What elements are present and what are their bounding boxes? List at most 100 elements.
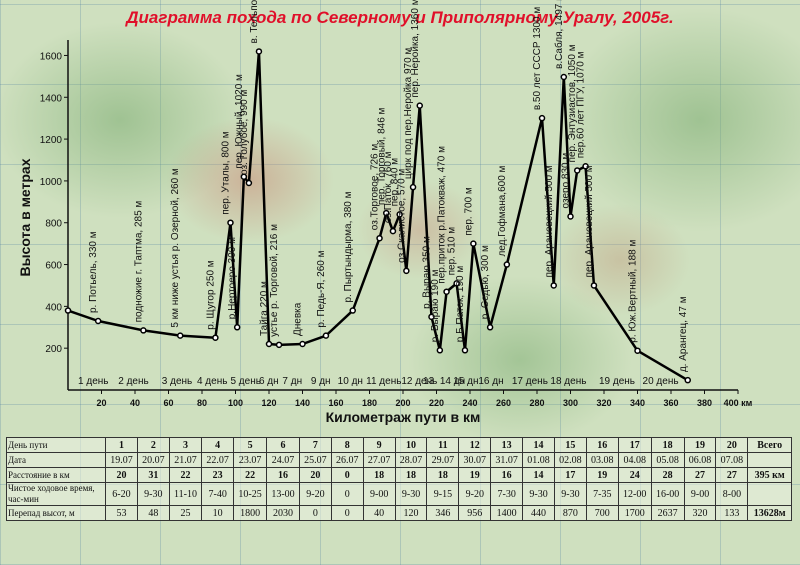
data-point — [383, 209, 390, 217]
table-cell: 05.08 — [650, 452, 685, 468]
data-point — [227, 219, 234, 226]
table-cell: 22 — [168, 467, 203, 483]
row-label: День пути — [6, 437, 106, 453]
elevation-chart: 200 400 600 800 1000 1200 1400 1600 20 40 60 80 100 1… — [17, 0, 753, 425]
table-cell: 14 — [522, 467, 555, 483]
point-label: р. Пыртындырма, 380 м — [343, 191, 354, 302]
table-cell: 320 — [683, 505, 717, 521]
day-label: 10 дн — [338, 376, 363, 387]
point-label: озеро 830 м — [561, 153, 572, 209]
table-cell: 1 — [105, 437, 138, 453]
x-tick-label: 360 — [663, 398, 678, 408]
table-cell: 8-00 — [715, 482, 749, 506]
day-label: 19 день — [599, 376, 635, 387]
point-label: оз.Скалистое, 570 м — [396, 169, 407, 263]
data-point — [140, 327, 147, 334]
table-cell: 16 — [585, 437, 619, 453]
data-point — [245, 179, 253, 187]
table-cell: 22.07 — [201, 452, 235, 468]
table-cell: 11-10 — [168, 482, 203, 506]
table-cell: 02.08 — [553, 452, 587, 468]
table-cell: 2637 — [650, 505, 685, 521]
data-point — [461, 347, 469, 354]
x-tick-label: 100 — [228, 398, 243, 408]
table-cell: 01.08 — [522, 452, 555, 468]
table-cell: 346 — [426, 505, 460, 521]
table-cell: 1800 — [233, 505, 268, 521]
row-label: Перепад высот, м — [6, 505, 106, 521]
table-cell: 5 — [233, 437, 268, 453]
data-point — [240, 173, 248, 180]
data-point — [567, 213, 574, 220]
x-tick-label: 40 — [130, 398, 140, 408]
data-point — [503, 261, 511, 268]
y-tick-label: 600 — [45, 261, 62, 272]
day-label: 4 день — [197, 376, 227, 387]
data-point — [582, 163, 589, 170]
data-point — [255, 48, 263, 55]
y-tick-label: 1000 — [40, 177, 63, 188]
row-label: Расстояние в км — [6, 467, 106, 483]
table-cell: 3 — [168, 437, 203, 453]
table-cell: 27 — [715, 467, 749, 483]
x-tick-label: 240 — [462, 398, 477, 408]
point-label: р. Седью, 300 м — [480, 245, 491, 319]
table-cell: 1400 — [490, 505, 524, 521]
point-label: пер. Арановецкий 500 м — [584, 165, 595, 277]
table-cell: 9 — [362, 437, 396, 453]
table-cell: 12-00 — [617, 482, 652, 506]
data-point — [443, 288, 450, 295]
table-cell: 19 — [683, 437, 717, 453]
table-cell: 13 — [490, 437, 524, 453]
table-cell: 25.07 — [298, 452, 332, 468]
row-label: Дата — [6, 452, 106, 468]
point-label: подножие г. Таптма, 285 м — [133, 201, 144, 323]
table-cell: 9-30 — [553, 482, 587, 506]
table-cell: 14 — [522, 437, 555, 453]
x-tick-label: 60 — [163, 398, 173, 408]
table-cell: 120 — [394, 505, 428, 521]
data-point — [94, 317, 102, 325]
point-label: оз.Паток, 760 м — [383, 151, 394, 223]
day-label: 16 дн — [478, 376, 503, 387]
point-label: д. Арангец, 47 м — [678, 296, 689, 372]
day-label: 15 дн — [453, 376, 478, 387]
data-point — [453, 280, 460, 287]
x-tick-label: 20 — [96, 398, 106, 408]
data-point — [396, 211, 403, 218]
point-label: Тайга 220 м — [259, 281, 270, 336]
row-label: Чистое ходовое время, час-мин — [6, 482, 106, 506]
point-label: пер.60 лет ПГУ, 1070 м — [576, 51, 587, 158]
y-axis-title: Высота в метрах — [17, 158, 33, 276]
table-cell: 12 — [458, 437, 492, 453]
table-cell: 13-00 — [266, 482, 300, 506]
table-cell: 9-00 — [362, 482, 396, 506]
point-label: р. Педь-Я, 260 м — [316, 250, 327, 327]
table-cell: 27 — [683, 467, 717, 483]
data-point — [265, 340, 273, 348]
table-cell: 9-30 — [522, 482, 555, 506]
data-point — [64, 307, 72, 314]
data-point — [349, 307, 356, 314]
data-point — [486, 324, 494, 331]
table-cell: 48 — [136, 505, 170, 521]
point-label: в.50 лет СССР 1300 м — [532, 7, 543, 111]
x-tick-label: 120 — [261, 398, 276, 408]
point-label: оз.Торговое, 726 м — [370, 144, 381, 231]
table-cell: 53 — [105, 505, 138, 521]
table-cell: 19 — [458, 467, 492, 483]
table-cell: 18 — [426, 467, 460, 483]
day-label: 12 день — [401, 376, 437, 387]
point-label: пер. Неройка, 1360 м — [410, 0, 421, 98]
table-cell: 26.07 — [330, 452, 364, 468]
point-label: р. Щугор 250 м — [205, 260, 216, 330]
table-cell: 10 — [201, 505, 235, 521]
table-cell: 10-25 — [233, 482, 268, 506]
day-label: 7 дн — [282, 376, 302, 387]
point-label: в.Сабля, 1497 м — [553, 0, 565, 69]
table-cell: 395 км — [747, 467, 792, 483]
data-point — [436, 347, 444, 354]
x-tick-label: 260 — [496, 398, 511, 408]
x-tick-label: 320 — [596, 398, 611, 408]
data-point — [590, 282, 598, 289]
